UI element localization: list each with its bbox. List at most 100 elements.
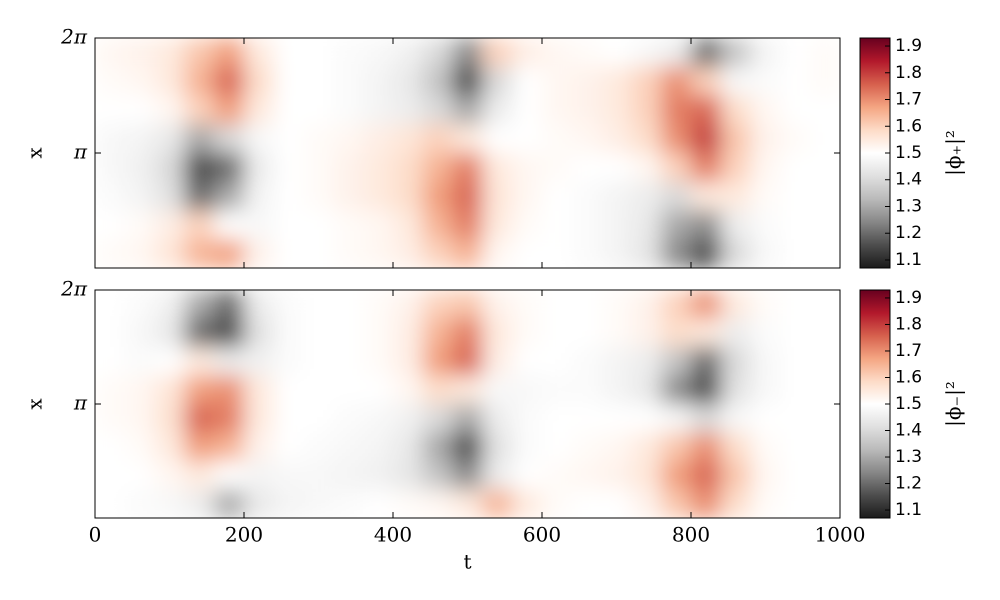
heat-cell <box>154 347 185 377</box>
heat-cell <box>422 239 454 268</box>
heat-cell <box>631 290 662 320</box>
heat-cell <box>571 66 603 97</box>
heat-cell <box>542 153 573 183</box>
heat-cell <box>601 95 632 125</box>
heat-cell <box>780 239 811 268</box>
heat-cell <box>571 181 603 212</box>
heat-cell <box>273 124 305 154</box>
y-axis-label: x <box>23 147 47 159</box>
heat-cell <box>244 432 275 462</box>
heat-cell <box>720 347 752 377</box>
heat-cell <box>124 290 156 320</box>
heat-cell <box>601 461 632 491</box>
y-axis-label: x <box>23 398 47 410</box>
colorbar-tick-label: 1.7 <box>895 341 922 361</box>
heat-cell <box>810 181 840 212</box>
heat-cell <box>691 66 722 97</box>
heat-cell <box>512 290 543 320</box>
heat-cell <box>750 95 781 125</box>
heat-cell <box>422 290 454 320</box>
heat-cell <box>571 347 603 377</box>
heat-cell <box>184 347 215 377</box>
heat-cell <box>333 404 364 434</box>
heat-cell <box>333 461 364 491</box>
colorbar-tick-label: 1.2 <box>895 223 922 243</box>
heat-cell <box>631 153 662 183</box>
heat-cell <box>244 489 275 518</box>
heat-cell <box>720 66 752 97</box>
colorbar-tick-label: 1.7 <box>895 90 922 110</box>
heat-cell <box>452 95 483 125</box>
heat-cell <box>720 318 752 348</box>
heat-cell <box>452 124 483 154</box>
colorbar-tick-label: 1.8 <box>895 63 922 83</box>
heat-cell <box>482 153 513 183</box>
heat-cell <box>631 404 662 434</box>
x-tick-label: 800 <box>672 523 710 547</box>
heat-cell <box>214 404 245 434</box>
heat-cell <box>393 318 424 348</box>
heat-cell <box>542 124 573 154</box>
heat-cell <box>482 318 513 348</box>
heat-cell <box>452 181 483 212</box>
heat-cell <box>363 66 394 97</box>
heat-cell <box>154 461 185 491</box>
heatmap <box>95 38 840 268</box>
colorbar-tick-label: 1.9 <box>895 36 922 56</box>
x-tick-label: 400 <box>374 523 412 547</box>
heat-cell <box>750 153 781 183</box>
heat-cell <box>303 461 334 491</box>
heat-cell <box>631 461 662 491</box>
heat-cell <box>273 404 305 434</box>
heat-cell <box>184 153 215 183</box>
heat-cell <box>363 124 394 154</box>
heat-cell <box>780 404 811 434</box>
heat-cell <box>720 153 752 183</box>
heatmap <box>95 290 840 518</box>
heat-cell <box>95 489 126 518</box>
heat-cell <box>452 489 483 518</box>
heat-cell <box>214 181 245 212</box>
heat-cell <box>482 181 513 212</box>
heat-cell <box>184 95 215 125</box>
heat-cell <box>124 181 156 212</box>
heat-cell <box>482 375 513 405</box>
heat-cell <box>422 461 454 491</box>
heat-cell <box>661 461 692 491</box>
colorbar-tick-label: 1.3 <box>895 196 922 216</box>
heat-cell <box>601 38 632 68</box>
heat-cell <box>810 404 840 434</box>
heat-cell <box>720 290 752 320</box>
heat-cell <box>422 66 454 97</box>
heat-cell <box>273 239 305 268</box>
heat-cell <box>303 318 334 348</box>
heat-cell <box>214 375 245 405</box>
heat-cell <box>482 432 513 462</box>
heat-cell <box>452 290 483 320</box>
heat-cell <box>95 318 126 348</box>
heat-cell <box>780 95 811 125</box>
heat-cell <box>333 489 364 518</box>
heat-cell <box>363 95 394 125</box>
heat-cell <box>691 95 722 125</box>
heat-cell <box>214 489 245 518</box>
heat-cell <box>393 432 424 462</box>
heat-cell <box>452 461 483 491</box>
heat-cell <box>184 210 215 240</box>
y-tick-label: π <box>73 139 88 163</box>
y-tick-label: 2π <box>60 25 88 49</box>
heat-cell <box>393 181 424 212</box>
heat-cell <box>393 153 424 183</box>
heat-cell <box>691 432 722 462</box>
x-tick-label: 1000 <box>815 523 866 547</box>
heat-cell <box>750 347 781 377</box>
heat-cell <box>184 375 215 405</box>
heat-cell <box>422 489 454 518</box>
heat-cell <box>512 375 543 405</box>
heat-cell <box>720 489 752 518</box>
heat-cell <box>691 318 722 348</box>
heat-cell <box>244 239 275 268</box>
heat-cell <box>542 239 573 268</box>
heat-cell <box>363 404 394 434</box>
heat-cell <box>720 461 752 491</box>
